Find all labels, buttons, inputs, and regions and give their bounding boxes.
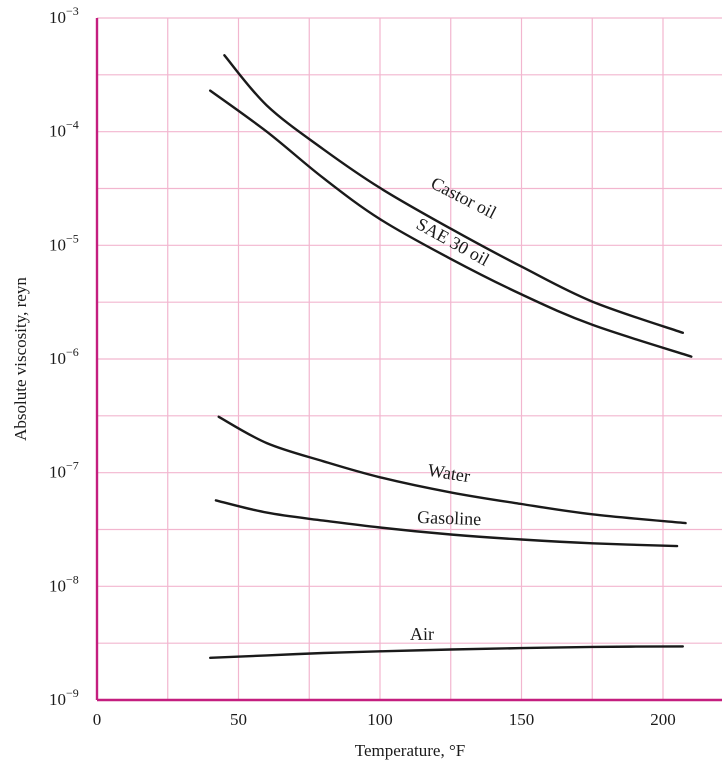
tick-labels: 10−9 10−8 10−7 10−6 10−5 10−4 10−3 0 50 100 150 200 (49, 4, 676, 729)
x-tick-label: 200 (650, 710, 676, 729)
grid (97, 17, 722, 701)
y-tick-label: 10−5 (49, 231, 79, 254)
y-axis-title: Absolute viscosity, reyn (11, 277, 30, 441)
series-label-sae-30-oil: SAE 30 oil (413, 214, 493, 270)
series-label-gasoline: Gasoline (417, 507, 482, 529)
series-line-air (209, 645, 684, 659)
series-label-water: Water (426, 460, 471, 486)
x-tick-label: 0 (93, 710, 102, 729)
y-tick-label: 10−9 (49, 686, 79, 709)
series-line-water (217, 415, 687, 525)
series-line-castor-oil (223, 54, 684, 334)
y-tick-label: 10−4 (49, 118, 79, 141)
y-tick-label: 10−3 (49, 4, 79, 27)
series-line-sae-30-oil (209, 89, 693, 358)
x-tick-label: 100 (367, 710, 393, 729)
y-tick-label: 10−6 (49, 345, 79, 368)
series-label-castor-oil: Castor oil (428, 173, 500, 223)
x-tick-label: 50 (230, 710, 247, 729)
axes (95, 18, 722, 702)
series-label-air: Air (410, 624, 434, 644)
series-line-gasoline (214, 499, 679, 548)
series-lines (209, 54, 693, 659)
x-tick-label: 150 (509, 710, 535, 729)
x-axis-title: Temperature, °F (355, 741, 465, 760)
y-tick-label: 10−7 (49, 459, 79, 482)
y-tick-label: 10−8 (49, 572, 79, 595)
